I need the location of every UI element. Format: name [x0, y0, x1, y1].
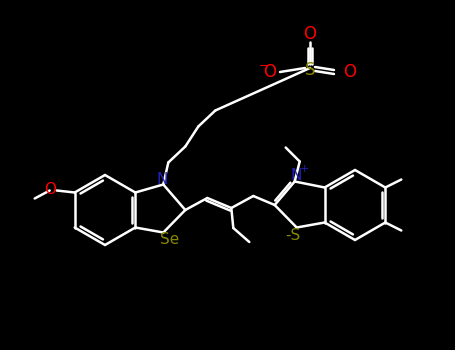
Text: -S: -S	[285, 228, 300, 243]
Text: Se: Se	[160, 232, 179, 247]
Text: N: N	[290, 168, 301, 183]
Text: O: O	[44, 182, 56, 197]
Text: N: N	[157, 172, 168, 187]
Text: O: O	[303, 25, 317, 43]
Text: +: +	[300, 163, 309, 174]
Text: S: S	[305, 61, 315, 79]
Text: O: O	[263, 63, 277, 81]
Text: −: −	[259, 61, 269, 71]
Text: O: O	[344, 63, 357, 81]
